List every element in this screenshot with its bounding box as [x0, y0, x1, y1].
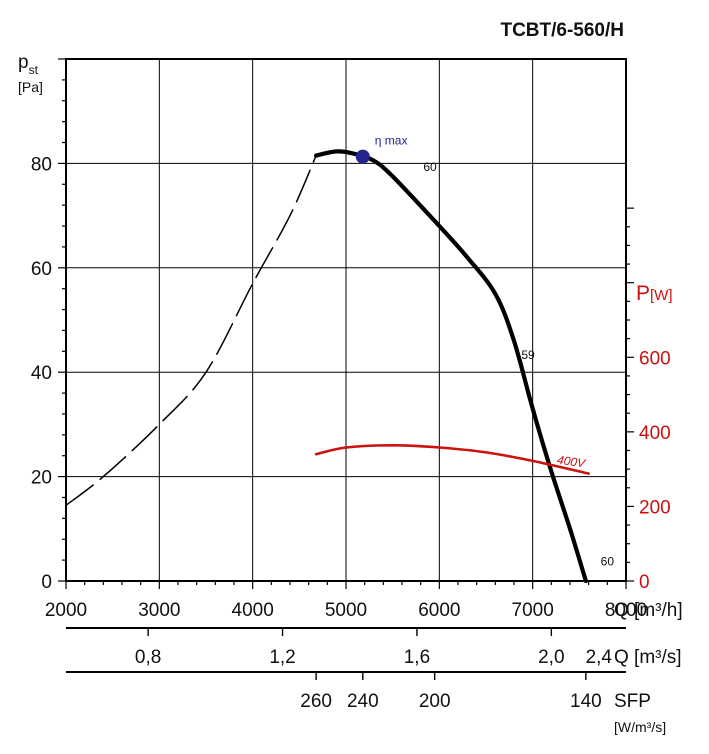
y-right-tick-label: 0 — [639, 572, 650, 593]
y-right-axis-label: P[W] — [636, 282, 673, 305]
labels: 2000 3000 4000 5000 6000 7000 8000 0 20 40 60 80 0 20… — [31, 134, 671, 712]
curve-annotation: 60 — [601, 554, 615, 568]
pressure-curve — [314, 149, 588, 584]
y-left-tick-label: 60 — [31, 259, 52, 280]
y-left-tick-label: 20 — [31, 468, 52, 489]
pressure-curve-unstable — [65, 154, 317, 507]
secondary-axis-tick-label: 1,6 — [404, 647, 430, 668]
x-tick-label: 4000 — [232, 600, 274, 621]
y-left-tick-label: 80 — [31, 154, 52, 175]
secondary-axis-tick-label: 2,0 — [538, 647, 564, 668]
curves — [65, 149, 590, 584]
y-right-tick-label: 200 — [639, 497, 671, 518]
secondary-axis-label-m3s: Q [m³/s] — [614, 647, 682, 668]
x-tick-label: 8000 — [605, 600, 647, 621]
x-tick-label: 2000 — [45, 600, 87, 621]
grid-lines — [66, 59, 626, 581]
curve-annotation: 60 — [423, 160, 437, 174]
secondary-axis-tick-label: 200 — [419, 691, 451, 712]
secondary-axis-label-sfp: SFP — [614, 691, 651, 712]
power-series-label: 400V — [556, 453, 587, 471]
y-right-tick-label: 400 — [639, 423, 671, 444]
secondary-axis-tick-label: 2,4 — [586, 647, 613, 668]
secondary-axis-tick-label: 260 — [300, 691, 332, 712]
x-axis-label: Q [m³/h] — [614, 600, 683, 621]
power-curve — [314, 444, 590, 475]
max-efficiency-point — [355, 149, 370, 164]
y-left-tick-label: 40 — [31, 363, 52, 384]
secondary-axis-tick-label: 140 — [570, 691, 602, 712]
secondary-axis-unit-sfp: [W/m³/s] — [614, 719, 666, 735]
secondary-axis-tick-label: 1,2 — [269, 647, 295, 668]
chart-title: TCBT/6-560/H — [500, 20, 624, 41]
y-left-axis-unit: [Pa] — [18, 79, 43, 95]
y-right-tick-label: 600 — [639, 348, 671, 369]
y-left-axis-label: pst — [18, 52, 39, 77]
tick-marks — [58, 58, 634, 680]
y-left-tick-label: 0 — [41, 572, 52, 593]
x-tick-label: 6000 — [418, 600, 460, 621]
x-tick-label: 5000 — [325, 600, 367, 621]
max-efficiency-label: η max — [375, 134, 408, 148]
curve-annotation: 59 — [521, 348, 535, 362]
secondary-axis-tick-label: 0,8 — [135, 647, 161, 668]
secondary-axis-tick-label: 240 — [347, 691, 379, 712]
x-tick-label: 3000 — [138, 600, 180, 621]
x-tick-label: 7000 — [512, 600, 554, 621]
